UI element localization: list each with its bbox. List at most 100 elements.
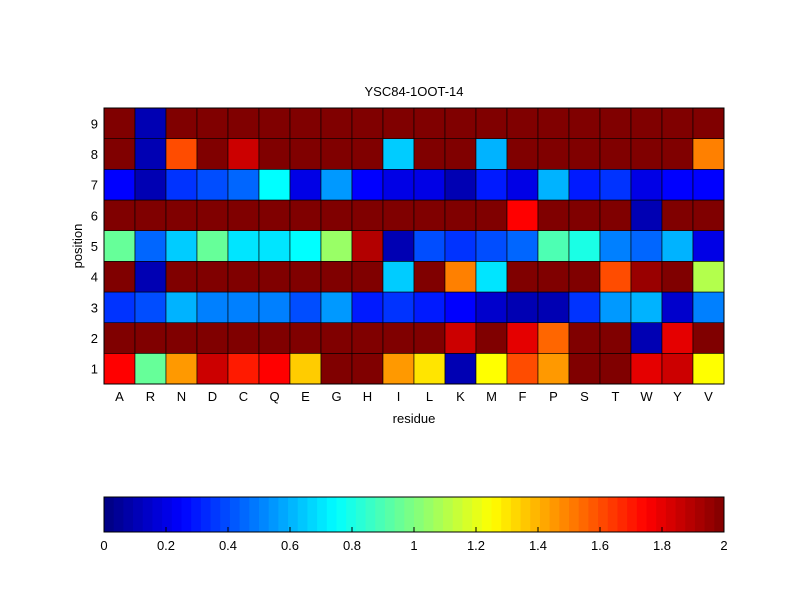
colorbar-swatch (685, 497, 696, 532)
heatmap-cell-D-5 (196, 230, 229, 262)
heatmap-cell-P-6 (537, 199, 570, 231)
heatmap-cell-A-8 (103, 138, 136, 170)
colorbar-swatch (210, 497, 221, 532)
heatmap-cell-Y-6 (661, 199, 694, 231)
heatmap-cell-Y-9 (661, 107, 694, 139)
colorbar-swatch (636, 497, 647, 532)
heatmap-cell-G-4 (320, 261, 353, 293)
heatmap-cell-F-8 (506, 138, 539, 170)
heatmap-cell-N-1 (165, 353, 198, 385)
heatmap-cell-L-2 (413, 322, 446, 354)
heatmap-cell-R-9 (134, 107, 167, 139)
heatmap-cell-A-1 (103, 353, 136, 385)
colorbar-swatch (414, 497, 425, 532)
heatmap-cell-E-6 (289, 199, 322, 231)
colorbar-swatch (152, 497, 163, 532)
heatmap-cell-V-3 (692, 291, 725, 323)
heatmap-cell-A-2 (103, 322, 136, 354)
y-tick-label: 2 (91, 331, 98, 346)
heatmap-cell-R-7 (134, 169, 167, 201)
heatmap-cell-G-8 (320, 138, 353, 170)
colorbar-swatch (326, 497, 337, 532)
colorbar-swatch (510, 497, 522, 532)
heatmap-cell-P-2 (537, 322, 570, 354)
heatmap-cell-T-3 (599, 291, 632, 323)
heatmap-cell-Q-2 (258, 322, 291, 354)
colorbar-swatch (433, 497, 444, 532)
heatmap-cell-N-2 (165, 322, 198, 354)
x-tick-label: D (208, 389, 217, 404)
y-tick-labels: 1 2 3 4 5 6 7 8 9 (91, 116, 98, 376)
heatmap-cell-Y-1 (661, 353, 694, 385)
colorbar-swatch (384, 497, 396, 532)
heatmap-cell-P-7 (537, 169, 570, 201)
heatmap-cell-R-5 (134, 230, 167, 262)
heatmap-cell-D-7 (196, 169, 229, 201)
heatmap-cell-S-9 (568, 107, 601, 139)
colorbar-tick-label: 1 (410, 538, 417, 553)
x-tick-label: K (456, 389, 465, 404)
heatmap-cell-H-4 (351, 261, 384, 293)
heatmap-cell-M-3 (475, 291, 508, 323)
heatmap-cell-A-4 (103, 261, 136, 293)
heatmap-cell-D-9 (196, 107, 229, 139)
heatmap-cell-L-7 (413, 169, 446, 201)
x-axis-label: residue (393, 411, 436, 426)
heatmap-cell-L-9 (413, 107, 446, 139)
heatmap-cell-K-4 (444, 261, 477, 293)
heatmap-cell-R-4 (134, 261, 167, 293)
heatmap-cell-H-3 (351, 291, 384, 323)
colorbar-swatch (278, 497, 289, 532)
heatmap-cell-I-4 (382, 261, 415, 293)
colorbar-tick-label: 0.8 (343, 538, 361, 553)
heatmap-cell-V-4 (692, 261, 725, 293)
colorbar-swatch (530, 497, 541, 532)
heatmap-cell-T-6 (599, 199, 632, 231)
colorbar-swatch (375, 497, 386, 532)
heatmap-cell-N-3 (165, 291, 198, 323)
heatmap-cell-W-4 (630, 261, 663, 293)
colorbar-swatch (481, 497, 492, 532)
colorbar-swatch (694, 497, 706, 532)
colorbar-swatch (268, 497, 279, 532)
colorbar-swatch (162, 497, 173, 532)
heatmap-cell-Q-7 (258, 169, 291, 201)
heatmap-cell-H-2 (351, 322, 384, 354)
colorbar-tick-label: 2 (720, 538, 727, 553)
heatmap-cell-Y-5 (661, 230, 694, 262)
heatmap-cell-S-6 (568, 199, 601, 231)
heatmap-cell-I-3 (382, 291, 415, 323)
colorbar-swatch (346, 497, 357, 532)
heatmap-cell-L-1 (413, 353, 446, 385)
x-tick-label: L (426, 389, 433, 404)
heatmap-cell-H-7 (351, 169, 384, 201)
heatmap-cell-K-5 (444, 230, 477, 262)
heatmap-cell-M-8 (475, 138, 508, 170)
heatmap-cell-Y-8 (661, 138, 694, 170)
colorbar-swatch (714, 497, 725, 532)
x-tick-label: N (177, 389, 186, 404)
heatmap-cell-C-5 (227, 230, 260, 262)
colorbar-tick-label: 1.2 (467, 538, 485, 553)
x-tick-label: C (239, 389, 248, 404)
heatmap-cell-I-6 (382, 199, 415, 231)
colorbar-swatch (239, 497, 250, 532)
heatmap-cell-A-7 (103, 169, 136, 201)
heatmap-cell-K-9 (444, 107, 477, 139)
heatmap-cell-P-8 (537, 138, 570, 170)
heatmap-cell-G-6 (320, 199, 353, 231)
colorbar-swatch (229, 497, 241, 532)
heatmap-cell-F-6 (506, 199, 539, 231)
heatmap-cell-N-5 (165, 230, 198, 262)
colorbar (104, 497, 725, 532)
heatmap-cell-S-8 (568, 138, 601, 170)
heatmap-cell-M-7 (475, 169, 508, 201)
heatmap-cell-G-2 (320, 322, 353, 354)
heatmap-cell-N-9 (165, 107, 198, 139)
heatmap-cell-H-9 (351, 107, 384, 139)
heatmap-cell-H-5 (351, 230, 384, 262)
colorbar-tick-label: 0 (100, 538, 107, 553)
y-tick-label: 7 (91, 178, 98, 193)
heatmap-cell-I-2 (382, 322, 415, 354)
heatmap-cell-R-8 (134, 138, 167, 170)
